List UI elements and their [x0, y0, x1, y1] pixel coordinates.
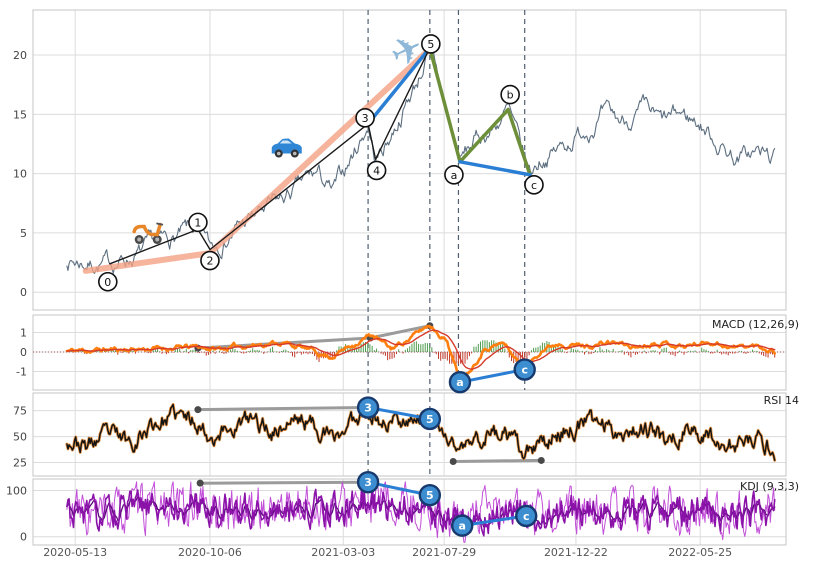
macd-marker-c: c — [513, 358, 536, 381]
corrective-wave-line — [428, 46, 462, 164]
svg-text:3: 3 — [364, 402, 372, 415]
wave-label-b: b — [500, 84, 520, 105]
kdj-y-tick-label: 100 — [6, 485, 27, 498]
macd-signal-line — [66, 329, 776, 370]
rsi-y-tick-label: 50 — [13, 431, 27, 444]
price-panel-border — [32, 9, 787, 311]
kdj-trend-line — [198, 480, 369, 485]
x-tick-label: 2022-05-25 — [668, 546, 732, 559]
kdj-panel-border — [32, 478, 787, 546]
x-tick-label: 2020-10-06 — [178, 546, 242, 559]
rsi-trend-line — [451, 458, 543, 463]
kdj-marker-5: 5 — [418, 483, 442, 507]
svg-text:c: c — [521, 364, 528, 377]
kdj-trend-dot — [196, 479, 204, 487]
svg-text:3: 3 — [362, 112, 369, 125]
svg-text:a: a — [456, 376, 463, 389]
svg-text:a: a — [451, 169, 458, 182]
svg-text:a: a — [458, 520, 465, 533]
rsi-trend-dot — [194, 406, 202, 414]
rsi-trend-dot — [537, 456, 545, 464]
svg-text:5: 5 — [426, 489, 434, 502]
wave-label-3: 3 — [355, 108, 375, 128]
svg-text:3: 3 — [364, 476, 372, 489]
svg-text:2: 2 — [206, 255, 213, 268]
wave-label-5: 5 — [421, 34, 441, 54]
kdj-marker-3: 3 — [356, 471, 380, 494]
x-tick-label: 2021-07-29 — [412, 546, 476, 559]
wave-label-0: 0 — [98, 271, 118, 292]
scooter-icon — [132, 222, 164, 245]
wave-label-1: 1 — [188, 212, 208, 233]
macd-y-tick-label: 1 — [20, 327, 27, 340]
price-y-tick-label: 10 — [13, 168, 27, 181]
wave-link-line — [458, 160, 532, 177]
svg-text:b: b — [507, 89, 514, 102]
svg-text:c: c — [531, 179, 537, 192]
price-y-tick-label: 20 — [13, 49, 27, 62]
impulse-wave-line — [109, 47, 431, 265]
rsi-panel-border — [32, 392, 787, 477]
rsi-marker-5: 5 — [418, 407, 442, 431]
car-icon — [271, 138, 302, 158]
macd-line — [65, 324, 776, 386]
kdj-panel-title: KDJ (9,3,3) — [740, 480, 799, 493]
rsi-trend-dot — [449, 457, 457, 465]
wave-label-2: 2 — [200, 250, 220, 271]
rsi-marker-3: 3 — [356, 396, 380, 419]
svg-text:0: 0 — [104, 276, 111, 289]
svg-text:c: c — [523, 510, 530, 523]
kdj-k-line — [66, 488, 776, 537]
rsi-trend-line — [196, 406, 370, 412]
corrective-wave-line — [458, 107, 510, 164]
x-tick-label: 2020-05-13 — [43, 546, 107, 559]
svg-text:4: 4 — [373, 164, 380, 177]
price-y-tick-label: 15 — [13, 108, 27, 121]
rsi-y-tick-label: 25 — [13, 457, 27, 470]
svg-text:1: 1 — [194, 216, 201, 229]
wave-label-a: a — [444, 164, 464, 185]
kdj-marker-c: c — [515, 504, 538, 528]
wave-label-4: 4 — [366, 160, 387, 181]
macd-panel-title: MACD (12,26,9) — [711, 318, 799, 331]
kdj-marker-a: a — [451, 514, 474, 537]
x-tick-label: 2021-03-03 — [311, 546, 375, 559]
macd-marker-a: a — [448, 371, 472, 394]
svg-text:5: 5 — [426, 413, 434, 426]
macd-y-tick-label: 0 — [20, 346, 27, 359]
wave-label-c: c — [524, 175, 544, 195]
macd-y-tick-label: -1 — [16, 365, 27, 378]
rsi-y-tick-label: 75 — [13, 405, 27, 418]
price-y-tick-label: 5 — [20, 227, 27, 240]
kdj-y-tick-label: 0 — [20, 531, 27, 544]
rsi-panel-title: RSI 14 — [763, 394, 799, 407]
wave-link-line — [366, 46, 432, 126]
price-y-tick-label: 0 — [20, 286, 27, 299]
x-tick-label: 2021-12-22 — [544, 546, 608, 559]
corrective-wave-line — [506, 107, 532, 177]
price-line — [66, 36, 776, 274]
svg-text:5: 5 — [427, 38, 434, 51]
